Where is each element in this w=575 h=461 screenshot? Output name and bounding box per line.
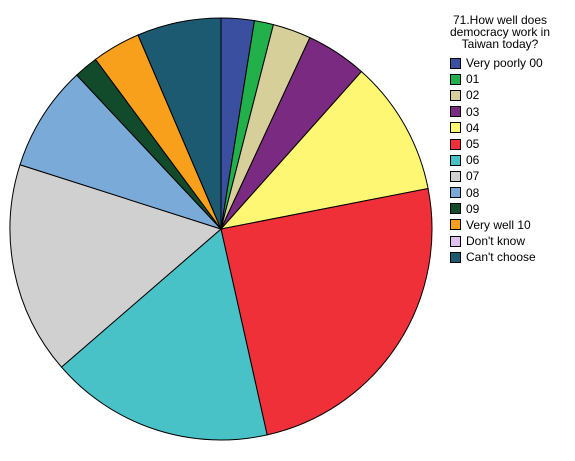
legend-swatch xyxy=(450,106,461,118)
legend-swatch xyxy=(450,170,461,182)
legend-title: 71.How well does democracy work in Taiwa… xyxy=(449,13,551,51)
legend-label: 07 xyxy=(466,169,480,184)
legend-label: Very poorly 00 xyxy=(466,56,543,71)
legend-item: 05 xyxy=(450,136,543,152)
legend-label: 04 xyxy=(466,120,480,135)
legend-swatch xyxy=(450,235,461,247)
legend-swatch xyxy=(450,203,461,215)
pie-slice-8 xyxy=(19,74,223,231)
legend-label: 05 xyxy=(466,137,480,152)
legend-swatch xyxy=(450,57,461,69)
legend-label: Can't choose xyxy=(466,250,536,265)
legend-swatch xyxy=(450,219,461,231)
legend-label: 02 xyxy=(466,88,480,103)
legend-label: 09 xyxy=(466,201,480,216)
pie-slice-4 xyxy=(219,70,429,230)
legend-swatch xyxy=(450,122,461,134)
legend-item: 01 xyxy=(450,71,543,87)
legend-label: Very well 10 xyxy=(466,217,531,232)
legend-label: Don't know xyxy=(466,234,525,249)
pie-slice-6 xyxy=(60,228,268,441)
legend-swatch xyxy=(450,154,461,166)
legend-item: 07 xyxy=(450,168,543,184)
legend-swatch xyxy=(450,187,461,199)
pie-slice-7 xyxy=(9,164,223,368)
legend-swatch xyxy=(450,138,461,150)
legend-swatch xyxy=(450,73,461,85)
legend-label: 03 xyxy=(466,104,480,119)
legend-item: 06 xyxy=(450,152,543,168)
legend-item: 09 xyxy=(450,201,543,217)
legend-item: 04 xyxy=(450,120,543,136)
legend-label: 08 xyxy=(466,185,480,200)
legend-item: Very poorly 00 xyxy=(450,55,543,71)
legend-item: Don't know xyxy=(450,233,543,249)
legend-label: 06 xyxy=(466,153,480,168)
legend: Very poorly 00 01 02 03 04 05 06 07 08 09 Very wel… xyxy=(450,55,543,265)
legend-item: Can't choose xyxy=(450,249,543,265)
legend-item: Very well 10 xyxy=(450,217,543,233)
legend-label: 01 xyxy=(466,72,480,87)
legend-item: 03 xyxy=(450,104,543,120)
legend-swatch xyxy=(450,251,461,263)
legend-item: 02 xyxy=(450,87,543,103)
legend-item: 08 xyxy=(450,185,543,201)
pie-slice-12 xyxy=(137,17,222,230)
pie-slice-5 xyxy=(220,187,433,436)
legend-swatch xyxy=(450,89,461,101)
